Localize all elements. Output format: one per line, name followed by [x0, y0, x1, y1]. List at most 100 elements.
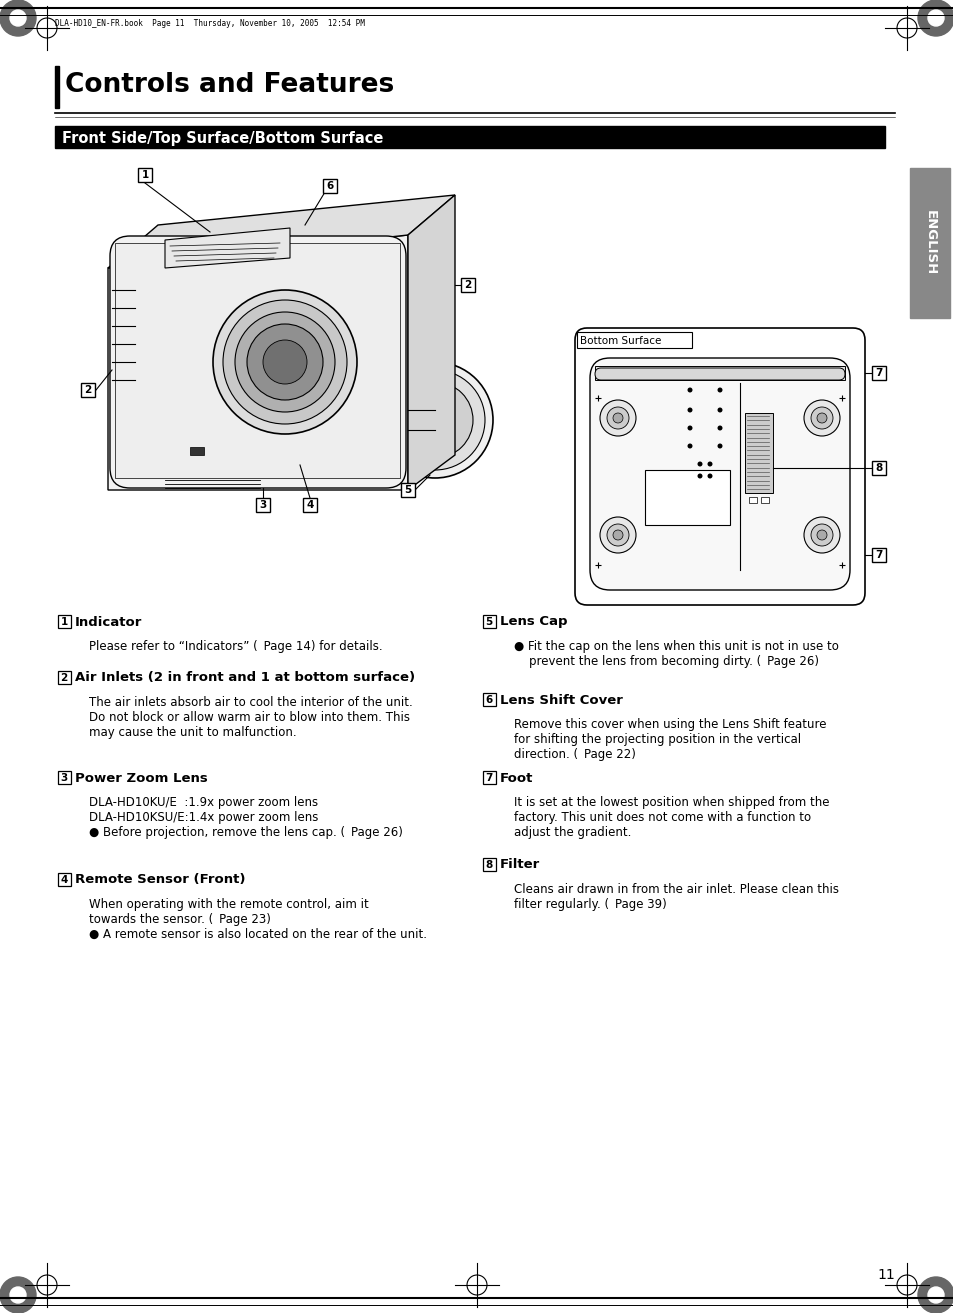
- Circle shape: [687, 444, 692, 449]
- Text: 5: 5: [485, 617, 492, 628]
- Circle shape: [606, 407, 628, 429]
- Circle shape: [717, 425, 721, 431]
- Bar: [482, 693, 496, 706]
- Text: The air inlets absorb air to cool the interior of the unit.: The air inlets absorb air to cool the in…: [89, 696, 413, 709]
- Text: Power Zoom Lens: Power Zoom Lens: [75, 772, 208, 784]
- Bar: [115, 243, 399, 478]
- Circle shape: [917, 0, 953, 35]
- Bar: [760, 498, 768, 503]
- Text: Do not block or allow warm air to blow into them. This: Do not block or allow warm air to blow i…: [89, 712, 410, 723]
- Bar: [55, 126, 884, 148]
- Bar: [58, 614, 71, 628]
- Text: Please refer to “Indicators” ( Page 14) for details.: Please refer to “Indicators” ( Page 14) …: [89, 639, 382, 653]
- Text: 6: 6: [326, 181, 334, 190]
- Text: 7: 7: [875, 550, 882, 561]
- Circle shape: [803, 400, 840, 436]
- Circle shape: [803, 517, 840, 553]
- Circle shape: [613, 530, 622, 540]
- Bar: [81, 383, 95, 397]
- Polygon shape: [408, 196, 455, 490]
- Text: It is set at the lowest position when shipped from the: It is set at the lowest position when sh…: [514, 796, 828, 809]
- Text: 2: 2: [464, 280, 471, 290]
- Text: 1: 1: [141, 169, 149, 180]
- Text: Bottom Surface: Bottom Surface: [579, 336, 660, 347]
- Circle shape: [263, 340, 307, 383]
- Bar: [871, 461, 885, 475]
- Text: adjust the gradient.: adjust the gradient.: [514, 826, 631, 839]
- Circle shape: [599, 400, 636, 436]
- Bar: [138, 168, 152, 183]
- Circle shape: [697, 461, 701, 466]
- Bar: [871, 548, 885, 562]
- Bar: [190, 446, 204, 456]
- Text: Foot: Foot: [499, 772, 533, 784]
- Text: DLA-HD10KU/E  :1.9x power zoom lens: DLA-HD10KU/E :1.9x power zoom lens: [89, 796, 317, 809]
- Text: 5: 5: [404, 484, 411, 495]
- Circle shape: [707, 461, 712, 466]
- Circle shape: [10, 11, 26, 26]
- Circle shape: [599, 517, 636, 553]
- FancyBboxPatch shape: [595, 368, 844, 379]
- Bar: [909, 168, 949, 318]
- Circle shape: [613, 414, 622, 423]
- Bar: [482, 614, 496, 628]
- Circle shape: [247, 324, 323, 400]
- Text: ENGLISH: ENGLISH: [923, 210, 936, 276]
- Circle shape: [717, 444, 721, 449]
- Text: 8: 8: [485, 860, 492, 871]
- Circle shape: [376, 362, 493, 478]
- Text: 2: 2: [60, 674, 68, 683]
- Circle shape: [223, 299, 347, 424]
- Bar: [595, 366, 844, 379]
- Circle shape: [717, 407, 721, 412]
- Circle shape: [606, 524, 628, 546]
- FancyBboxPatch shape: [110, 236, 406, 488]
- Text: 2: 2: [84, 385, 91, 395]
- Bar: [323, 179, 336, 193]
- Text: Filter: Filter: [499, 859, 539, 872]
- Bar: [482, 857, 496, 871]
- Circle shape: [927, 1287, 943, 1302]
- Text: Air Inlets (2 in front and 1 at bottom surface): Air Inlets (2 in front and 1 at bottom s…: [75, 671, 415, 684]
- Circle shape: [10, 1287, 26, 1302]
- Bar: [58, 671, 71, 684]
- Bar: [400, 483, 415, 498]
- Text: Remote Sensor (Front): Remote Sensor (Front): [75, 873, 245, 886]
- Text: 3: 3: [259, 500, 266, 509]
- Text: 11: 11: [877, 1268, 894, 1281]
- Circle shape: [234, 312, 335, 412]
- Bar: [577, 332, 691, 348]
- Circle shape: [810, 524, 832, 546]
- Text: 1: 1: [60, 617, 68, 628]
- Circle shape: [697, 474, 701, 478]
- Circle shape: [927, 11, 943, 26]
- Text: direction. ( Page 22): direction. ( Page 22): [514, 748, 636, 762]
- Text: 6: 6: [485, 695, 492, 705]
- Text: for shifting the projecting position in the vertical: for shifting the projecting position in …: [514, 733, 801, 746]
- Bar: [871, 366, 885, 379]
- Circle shape: [917, 1278, 953, 1313]
- Text: 7: 7: [875, 368, 882, 378]
- Bar: [744, 414, 772, 492]
- Text: filter regularly. ( Page 39): filter regularly. ( Page 39): [514, 898, 666, 911]
- Circle shape: [810, 407, 832, 429]
- Text: Lens Cap: Lens Cap: [499, 616, 567, 629]
- Text: Front Side/Top Surface/Bottom Surface: Front Side/Top Surface/Bottom Surface: [62, 130, 383, 146]
- Bar: [303, 498, 316, 512]
- Bar: [58, 873, 71, 886]
- Circle shape: [687, 425, 692, 431]
- FancyBboxPatch shape: [589, 358, 849, 590]
- Circle shape: [717, 387, 721, 393]
- Text: Lens Shift Cover: Lens Shift Cover: [499, 693, 622, 706]
- Circle shape: [213, 290, 356, 435]
- Text: 3: 3: [60, 773, 68, 783]
- Text: 4: 4: [306, 500, 314, 509]
- Polygon shape: [108, 196, 455, 268]
- Text: 4: 4: [60, 874, 68, 885]
- Text: DLA-HD10_EN-FR.book  Page 11  Thursday, November 10, 2005  12:54 PM: DLA-HD10_EN-FR.book Page 11 Thursday, No…: [55, 18, 364, 28]
- Circle shape: [687, 387, 692, 393]
- FancyBboxPatch shape: [575, 328, 864, 605]
- Text: When operating with the remote control, aim it: When operating with the remote control, …: [89, 898, 369, 911]
- Bar: [644, 470, 729, 525]
- Text: may cause the unit to malfunction.: may cause the unit to malfunction.: [89, 726, 296, 739]
